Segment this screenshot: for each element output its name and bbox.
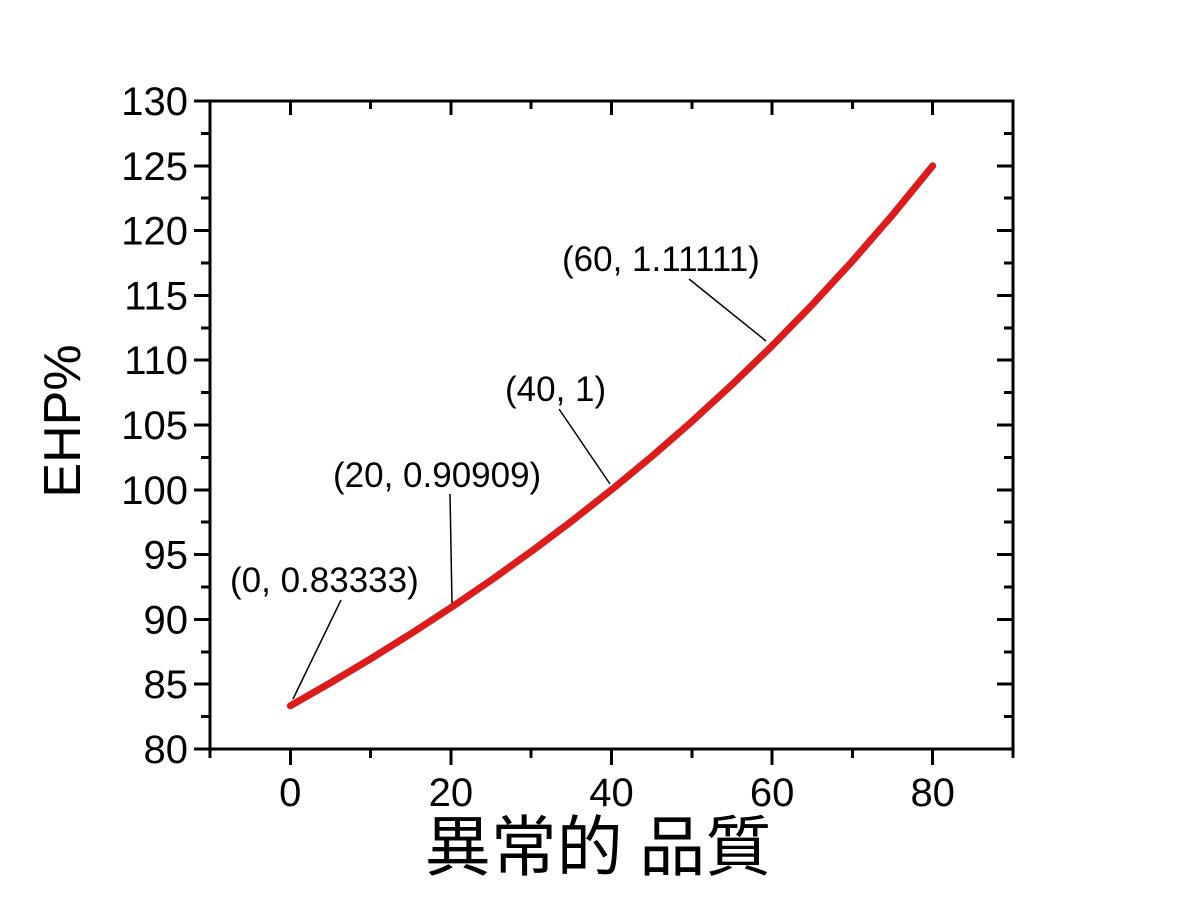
annotation-leader-line	[688, 278, 767, 342]
annotation-leader-line	[558, 408, 611, 485]
y-tick-label: 90	[144, 598, 189, 642]
ehp-curve	[286, 162, 937, 710]
y-tick-label: 95	[144, 534, 189, 578]
y-tick-label: 120	[121, 210, 188, 254]
annotation-label: (0, 0.83333)	[230, 561, 419, 600]
axis-ticks	[194, 99, 1015, 765]
x-tick-label: 20	[429, 771, 474, 815]
y-tick-label: 100	[121, 469, 188, 513]
x-tick-label: 60	[750, 771, 795, 815]
y-axis-title: EHP%	[34, 344, 92, 497]
annotation-leader-line	[292, 599, 342, 700]
annotation-label: (60, 1.11111)	[562, 240, 760, 279]
y-tick-label: 125	[121, 145, 188, 189]
x-tick-label: 40	[589, 771, 634, 815]
y-tick-label: 80	[144, 728, 189, 772]
annotation-label: (40, 1)	[505, 370, 606, 409]
y-tick-label: 115	[124, 274, 188, 318]
y-tick-label: 105	[121, 404, 188, 448]
x-tick-label: 80	[910, 771, 955, 815]
annotation-label: (20, 0.90909)	[333, 456, 541, 495]
point-annotations: (0, 0.83333) (20, 0.90909) (40, 1) (60, 1.1…	[230, 240, 767, 700]
x-axis-title: 異常的 品質	[425, 812, 772, 885]
y-tick-label: 130	[121, 80, 188, 124]
plot-border	[208, 99, 1015, 751]
x-tick-label: 0	[279, 771, 301, 815]
y-tick-label: 85	[144, 663, 189, 707]
annotation-leader-line	[449, 493, 453, 604]
axis-tick-labels: 0 20 40 60 80 80 85 90 95 100 105 110 115 120 125 130	[121, 80, 955, 815]
y-tick-label: 110	[124, 339, 188, 383]
